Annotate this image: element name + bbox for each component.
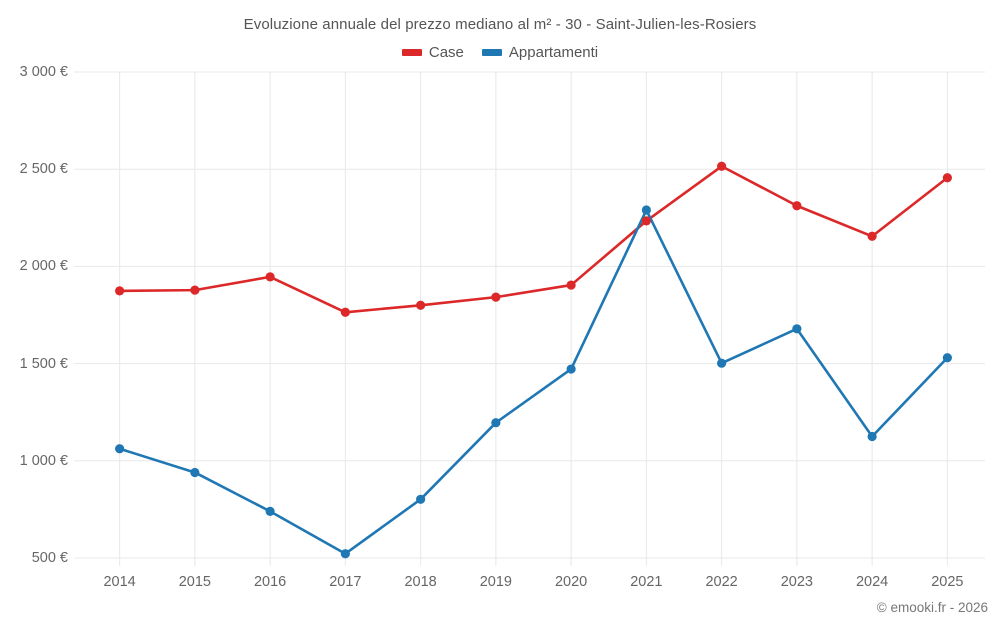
y-axis-tick-label: 3 000 €	[19, 64, 68, 80]
legend-label-appartamenti: Appartamenti	[508, 44, 599, 61]
data-point[interactable]	[265, 506, 275, 516]
data-point[interactable]	[867, 231, 877, 241]
x-axis-tick-label: 2020	[554, 574, 588, 590]
data-point[interactable]	[942, 353, 952, 363]
data-point[interactable]	[340, 549, 350, 559]
x-axis-tick-label: 2024	[855, 574, 889, 590]
y-axis-tick-label: 1 500 €	[19, 355, 68, 372]
data-point[interactable]	[115, 286, 125, 296]
data-point[interactable]	[115, 444, 125, 454]
data-point[interactable]	[942, 173, 952, 183]
x-axis-tick-label: 2018	[404, 574, 437, 590]
chart-legend: Case Appartamenti	[0, 44, 1000, 61]
data-point[interactable]	[641, 205, 651, 215]
series-line-1	[118, 208, 949, 556]
legend-swatch-appartamenti	[481, 49, 502, 56]
x-axis-tick-label: 2014	[103, 574, 136, 590]
data-point[interactable]	[641, 216, 651, 226]
data-point[interactable]	[190, 467, 200, 478]
legend-label-case: Case	[428, 44, 464, 61]
y-axis-tick-label: 1 000 €	[19, 452, 68, 469]
chart-title: Evoluzione annuale del prezzo mediano al…	[243, 16, 757, 33]
x-axis-tick-label: 2021	[630, 574, 663, 590]
y-axis-tick-label: 500 €	[31, 550, 68, 566]
x-axis-tick-label: 2025	[931, 574, 964, 590]
x-axis-tick-label: 2015	[178, 574, 212, 590]
legend-item-appartamenti[interactable]: Appartamenti	[481, 44, 599, 61]
data-point[interactable]	[491, 418, 501, 428]
data-point[interactable]	[340, 307, 350, 317]
data-point[interactable]	[717, 358, 727, 368]
data-point[interactable]	[491, 292, 501, 302]
y-axis-tick-label: 2 000 €	[19, 258, 68, 275]
series-line-0	[118, 164, 949, 314]
x-axis-tick-label: 2019	[479, 574, 513, 590]
data-point[interactable]	[190, 285, 200, 295]
data-point[interactable]	[566, 280, 576, 290]
legend-item-case[interactable]: Case	[401, 44, 464, 61]
x-axis-tick-label: 2022	[705, 574, 738, 590]
data-point[interactable]	[416, 494, 426, 504]
data-point[interactable]	[566, 364, 576, 374]
x-axis-tick-label: 2023	[780, 574, 814, 590]
data-point[interactable]	[792, 201, 802, 211]
data-point[interactable]	[792, 324, 802, 334]
y-axis-tick-label: 2 500 €	[19, 161, 68, 178]
credit-text: © emooki.fr - 2026	[876, 600, 988, 615]
legend-swatch-case	[401, 49, 422, 56]
data-point[interactable]	[265, 272, 275, 282]
data-point[interactable]	[416, 300, 426, 310]
data-point[interactable]	[867, 431, 877, 442]
x-axis-tick-label: 2017	[329, 574, 362, 590]
data-point[interactable]	[717, 161, 727, 171]
x-axis-tick-label: 2016	[253, 574, 287, 590]
